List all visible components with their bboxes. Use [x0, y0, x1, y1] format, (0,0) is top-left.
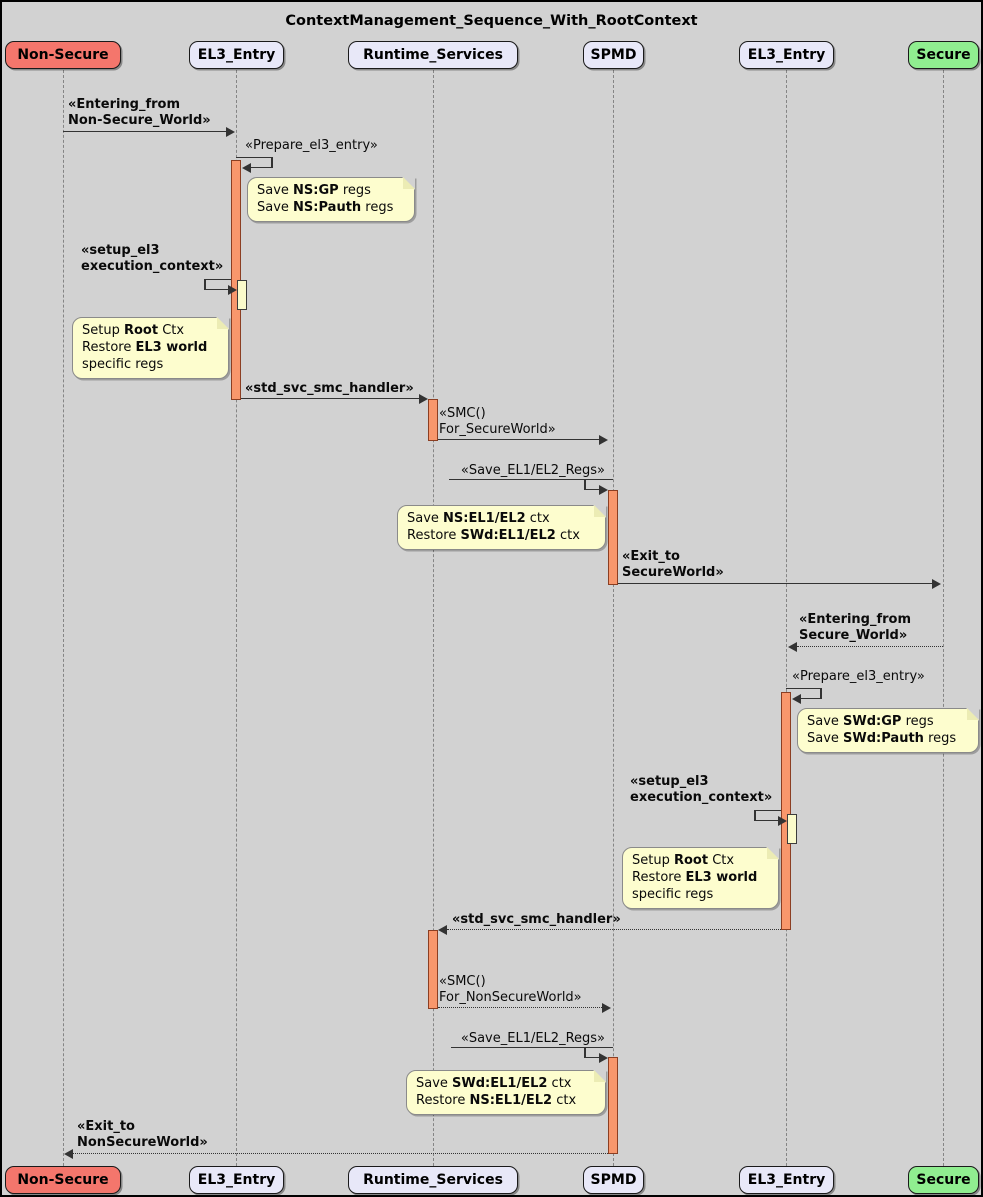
- participant-spmd-top: SPMD: [583, 41, 644, 69]
- message-label-smc-for-secure-world: «SMC() For_SecureWorld»: [439, 406, 556, 437]
- note-save-ns-regs: Save NS:GP regs Save NS:Pauth regs: [247, 177, 415, 222]
- note-save-ns-el1el2: Save NS:EL1/EL2 ctx Restore SWd:EL1/EL2 …: [397, 505, 606, 550]
- message-label-entering-from-non-secure: «Entering_from Non-Secure_World»: [68, 97, 211, 128]
- arrow-setup-el3-1-bot: [204, 289, 228, 290]
- arrow-save-el1-el2-regs-2-vseg: [584, 1047, 586, 1058]
- arrow-setup-el3-2-bot: [754, 820, 778, 821]
- arrow-exit-to-secure-world-line: [618, 583, 933, 584]
- arrow-save-el1-el2-regs-2-top: [451, 1047, 613, 1048]
- activation-el3-entry-2-nested: [787, 814, 797, 844]
- arrow-exit-to-non-secure-world-head: [64, 1149, 73, 1159]
- arrow-save-el1-el2-regs-1-top: [449, 479, 613, 480]
- activation-el3-entry-2: [781, 692, 791, 930]
- activation-runtime-services-2: [428, 930, 438, 1009]
- participant-el3-entry-2-bottom: EL3_Entry: [739, 1166, 834, 1194]
- arrow-prepare-el3-entry-1-vseg: [271, 157, 273, 168]
- arrow-setup-el3-1-vseg: [204, 279, 206, 290]
- activation-spmd-2: [608, 1057, 618, 1154]
- participant-secure-top: Secure: [908, 41, 979, 69]
- arrow-save-el1-el2-regs-2-head: [599, 1053, 608, 1063]
- activation-spmd-1: [608, 490, 618, 585]
- arrow-save-el1-el2-regs-2-bot: [584, 1057, 600, 1058]
- activation-runtime-services-1: [428, 399, 438, 441]
- arrow-setup-el3-1-top: [204, 279, 231, 280]
- lifeline-secure: [943, 70, 944, 1166]
- participant-spmd-bottom: SPMD: [583, 1166, 644, 1194]
- message-label-setup-el3-2: «setup_el3 execution_context»: [630, 774, 773, 805]
- lifeline-el3-entry-1: [236, 70, 237, 1166]
- arrow-std-svc-smc-handler-1-line: [241, 398, 420, 399]
- lifeline-el3-entry-2: [786, 70, 787, 1166]
- message-label-std-svc-smc-handler-1: «std_svc_smc_handler»: [245, 381, 414, 396]
- arrow-save-el1-el2-regs-1-bot: [584, 489, 600, 490]
- message-label-prepare-el3-entry-2: «Prepare_el3_entry»: [792, 669, 925, 684]
- arrow-smc-for-secure-world-head: [599, 435, 608, 445]
- note-save-swd-regs: Save SWd:GP regs Save SWd:Pauth regs: [797, 708, 979, 753]
- message-label-save-el1-el2-regs-2: «Save_EL1/EL2_Regs»: [460, 1031, 605, 1046]
- arrow-save-el1-el2-regs-1-vseg: [584, 479, 586, 490]
- arrow-entering-from-secure-line: [797, 646, 943, 647]
- activation-el3-entry-1-nested: [237, 280, 247, 310]
- message-label-save-el1-el2-regs-1: «Save_EL1/EL2_Regs»: [460, 463, 605, 478]
- diagram-title: ContextManagement_Sequence_With_RootCont…: [285, 13, 698, 29]
- lifeline-non-secure: [63, 70, 64, 1166]
- arrow-prepare-el3-entry-2-vseg: [820, 688, 822, 699]
- arrow-prepare-el3-entry-2-top: [786, 688, 821, 689]
- participant-el3-entry-1-bottom: EL3_Entry: [189, 1166, 284, 1194]
- arrow-entering-from-secure-head: [788, 642, 797, 652]
- arrow-exit-to-non-secure-world-line: [73, 1153, 608, 1154]
- message-label-smc-for-non-secure-world: «SMC() For_NonSecureWorld»: [439, 974, 582, 1005]
- arrow-setup-el3-2-top: [754, 810, 781, 811]
- arrow-std-svc-smc-handler-1-head: [419, 394, 428, 404]
- arrow-prepare-el3-entry-2-head: [792, 694, 801, 704]
- message-label-exit-to-non-secure-world: «Exit_to NonSecureWorld»: [77, 1119, 208, 1150]
- arrow-save-el1-el2-regs-1-head: [599, 485, 608, 495]
- arrow-smc-for-secure-world-line: [438, 439, 600, 440]
- message-label-std-svc-smc-handler-2: «std_svc_smc_handler»: [452, 912, 621, 927]
- arrow-std-svc-smc-handler-2-line: [447, 929, 781, 930]
- lifeline-spmd: [613, 70, 614, 1166]
- arrow-prepare-el3-entry-2-bot: [801, 698, 821, 699]
- participant-non-secure-top: Non-Secure: [5, 41, 121, 69]
- arrow-prepare-el3-entry-1-head: [242, 163, 251, 173]
- participant-el3-entry-2-top: EL3_Entry: [739, 41, 834, 69]
- arrow-setup-el3-1-head: [228, 285, 237, 295]
- arrow-exit-to-secure-world-head: [932, 579, 941, 589]
- participant-non-secure-bottom: Non-Secure: [5, 1166, 121, 1194]
- arrow-entering-from-non-secure-line: [63, 131, 226, 132]
- note-save-swd-el1el2: Save SWd:EL1/EL2 ctx Restore NS:EL1/EL2 …: [406, 1070, 606, 1115]
- arrow-prepare-el3-entry-1-top: [236, 157, 272, 158]
- arrow-setup-el3-2-vseg: [754, 810, 756, 821]
- message-label-entering-from-secure: «Entering_from Secure_World»: [799, 612, 912, 643]
- arrow-setup-el3-2-head: [778, 816, 787, 826]
- arrow-smc-for-non-secure-world-line: [438, 1007, 602, 1008]
- message-label-prepare-el3-entry-1: «Prepare_el3_entry»: [245, 138, 378, 153]
- participant-runtime-services-bottom: Runtime_Services: [348, 1166, 518, 1194]
- arrow-entering-from-non-secure-head: [226, 127, 235, 137]
- message-label-exit-to-secure-world: «Exit_to SecureWorld»: [622, 549, 724, 580]
- participant-secure-bottom: Secure: [908, 1166, 979, 1194]
- arrow-std-svc-smc-handler-2-head: [438, 925, 447, 935]
- participant-el3-entry-1-top: EL3_Entry: [189, 41, 284, 69]
- note-setup-root-ctx-1: Setup Root Ctx Restore EL3 world specifi…: [72, 317, 229, 379]
- note-setup-root-ctx-2: Setup Root Ctx Restore EL3 world specifi…: [622, 847, 779, 909]
- arrow-smc-for-non-secure-world-head: [602, 1003, 611, 1013]
- lifeline-runtime-services: [433, 70, 434, 1166]
- arrow-prepare-el3-entry-1-bot: [251, 167, 272, 168]
- participant-runtime-services-top: Runtime_Services: [348, 41, 518, 69]
- message-label-setup-el3-1: «setup_el3 execution_context»: [81, 243, 224, 274]
